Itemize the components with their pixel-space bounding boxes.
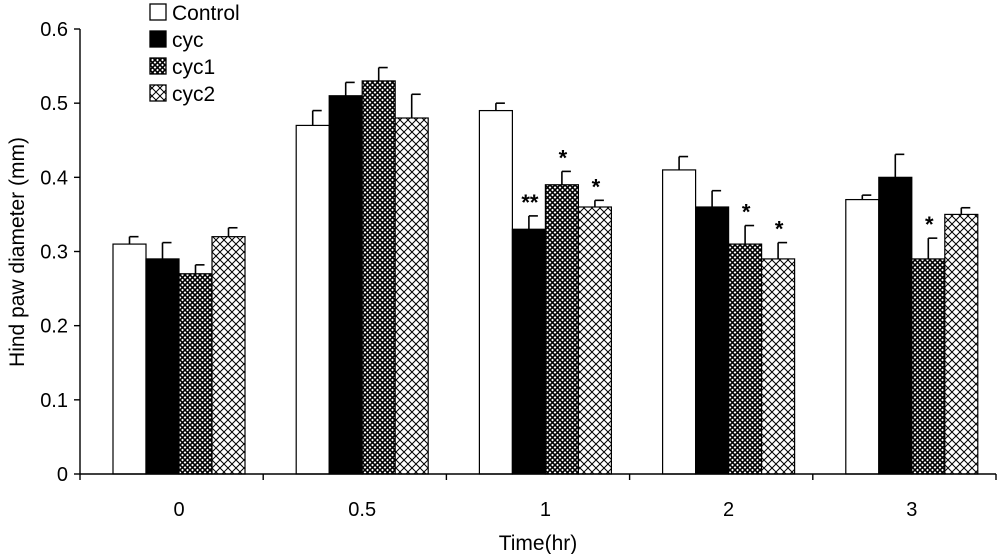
legend-swatch-Control xyxy=(149,3,167,21)
bar-cyc-2 xyxy=(694,206,730,475)
significance-marker: * xyxy=(925,212,934,237)
bar-cyc1-0.5 xyxy=(361,80,396,475)
legend-swatch-cyc xyxy=(149,30,167,48)
x-tick-label: 3 xyxy=(906,499,917,521)
x-tick-label: 0.5 xyxy=(348,499,376,521)
y-tick-label: 0.1 xyxy=(40,390,68,412)
y-tick-label: 0.4 xyxy=(40,167,68,189)
legend-label-cyc: cyc xyxy=(172,29,204,52)
x-axis-title: Time(hr) xyxy=(499,532,578,554)
legend-label-cyc1: cyc1 xyxy=(172,56,215,79)
y-tick-label: 0 xyxy=(57,464,68,486)
y-tick-label: 0.3 xyxy=(40,242,68,264)
bar-Control-0.5 xyxy=(295,124,330,475)
bar-Control-1 xyxy=(478,109,513,475)
y-axis-title: Hind paw diameter (mm) xyxy=(6,137,29,367)
bar-cyc2-0.5 xyxy=(394,117,429,475)
bar-Control-0 xyxy=(112,243,147,475)
bar-cyc2-3 xyxy=(944,213,979,475)
bar-cyc-0.5 xyxy=(328,95,363,475)
bar-cyc-3 xyxy=(878,176,913,475)
significance-marker: * xyxy=(592,174,601,199)
bar-cyc2-2 xyxy=(760,258,796,475)
y-tick-label: 0.6 xyxy=(40,19,68,41)
x-tick-label: 1 xyxy=(540,499,551,521)
bar-cyc2-0 xyxy=(211,236,246,475)
legend-label-cyc2: cyc2 xyxy=(172,83,215,106)
significance-marker: * xyxy=(775,217,784,242)
bar-Control-2 xyxy=(661,169,697,475)
legend-label-Control: Control xyxy=(172,2,240,25)
significance-marker: * xyxy=(559,145,568,170)
y-tick-label: 0.2 xyxy=(40,316,68,338)
bar-cyc-1 xyxy=(511,228,547,475)
bar-cyc2-1 xyxy=(577,206,613,475)
x-tick-label: 0 xyxy=(173,499,184,521)
bar-cyc1-2 xyxy=(727,243,763,475)
bar-cyc1-0 xyxy=(178,273,213,475)
bar-Control-3 xyxy=(845,198,880,475)
significance-marker: ** xyxy=(521,190,539,215)
y-tick-label: 0.5 xyxy=(40,93,68,115)
bar-cyc1-1 xyxy=(544,184,580,475)
bar-cyc1-3 xyxy=(911,258,946,475)
x-tick-label: 2 xyxy=(723,499,734,521)
significance-marker: * xyxy=(742,200,751,225)
legend-swatch-cyc1 xyxy=(149,57,167,75)
bar-cyc-0 xyxy=(145,258,180,475)
legend-swatch-cyc2 xyxy=(149,84,167,102)
